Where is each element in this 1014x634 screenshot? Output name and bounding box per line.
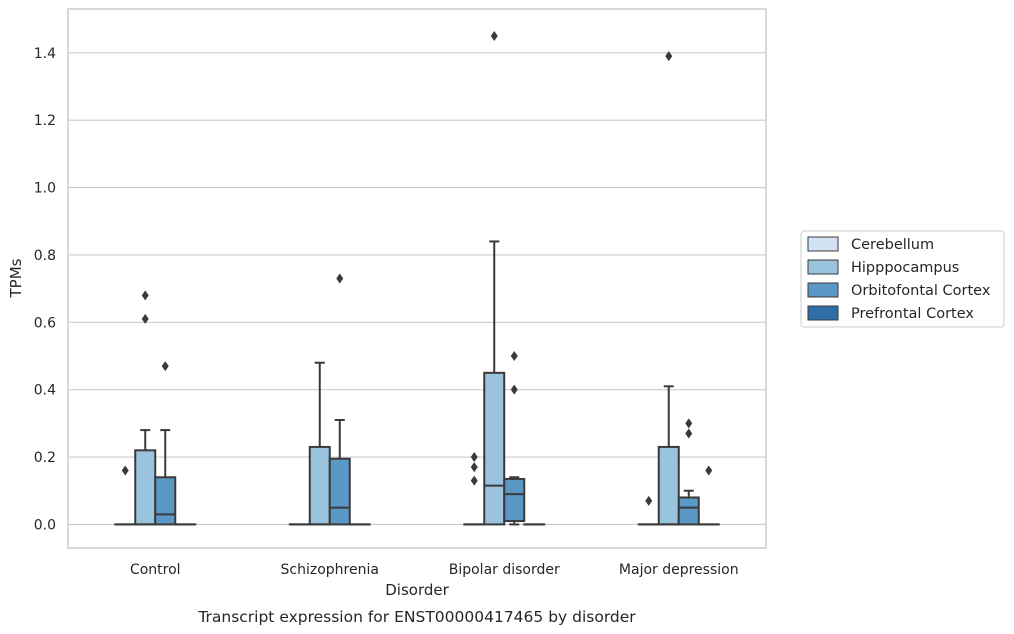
outlier-point [645, 495, 653, 506]
legend-label: Prefrontal Cortex [851, 306, 974, 322]
box-body [483, 371, 506, 526]
box-orbitofontal-cortex [677, 418, 700, 526]
outlier-point [161, 361, 169, 372]
box-hipppocampus [134, 290, 157, 526]
box-hipppocampus [308, 361, 331, 526]
legend-label: Cerebellum [851, 237, 934, 253]
y-tick-label: 0.6 [34, 315, 56, 331]
y-tick-label: 0.4 [34, 383, 56, 399]
legend-swatch [807, 236, 839, 252]
box-cerebellum [463, 452, 486, 526]
y-tick-label: 0.8 [34, 248, 56, 264]
box-body [328, 457, 351, 526]
x-tick-label: Schizophrenia [281, 562, 379, 578]
plot-background [68, 9, 766, 548]
outlier-point [510, 384, 518, 395]
legend-entry: Prefrontal Cortex [807, 305, 974, 322]
box-body [657, 445, 680, 526]
x-tick-label: Major depression [619, 562, 739, 578]
legend-entries: Cerebellum Hipppocampus Orbitofontal Corte… [807, 236, 991, 322]
box-series [114, 30, 720, 526]
outlier-point [470, 462, 478, 473]
box-body [503, 477, 526, 523]
box-body [134, 449, 157, 526]
legend-frame [800, 230, 1005, 328]
chart-caption: Transcript expression for ENST0000041746… [197, 608, 636, 626]
y-tick-label: 0.0 [34, 517, 56, 533]
legend-swatch [807, 259, 839, 275]
legend-entry: Cerebellum [807, 236, 934, 253]
plot-frame [67, 8, 767, 549]
outlier-point [470, 475, 478, 486]
outlier-point [141, 290, 149, 301]
x-tick-label: Control [130, 562, 181, 578]
box-orbitofontal-cortex [154, 361, 177, 526]
legend-label: Orbitofontal Cortex [851, 283, 991, 299]
outlier-point [141, 313, 149, 324]
box-hipppocampus [483, 30, 506, 526]
outlier-point [510, 350, 518, 361]
outlier-point [705, 465, 713, 476]
box-body [308, 445, 331, 526]
y-tick-labels: 0.0 0.2 0.4 0.6 0.8 1.0 1.2 1.4 [34, 46, 56, 534]
outlier-point [685, 428, 693, 439]
outlier-point [685, 418, 693, 429]
box-hipppocampus [657, 51, 680, 526]
legend-label: Hipppocampus [851, 260, 959, 276]
box-orbitofontal-cortex [328, 273, 351, 526]
y-axis-label: TPMs [7, 258, 25, 298]
legend-entry: Orbitofontal Cortex [807, 282, 991, 299]
outlier-point [121, 465, 129, 476]
legend-swatch [807, 305, 839, 321]
box-body [677, 496, 700, 526]
box-prefrontal-cortex [697, 465, 720, 526]
box-orbitofontal-cortex [503, 350, 526, 526]
legend-entry: Hipppocampus [807, 259, 959, 276]
outlier-point [490, 30, 498, 41]
y-tick-label: 0.2 [34, 450, 56, 466]
x-axis-label: Disorder [385, 581, 449, 599]
legend: Cerebellum Hipppocampus Orbitofontal Corte… [800, 230, 1005, 328]
outlier-point [336, 273, 344, 284]
outlier-point [470, 452, 478, 463]
y-tick-label: 1.0 [34, 181, 56, 197]
legend-swatch [807, 282, 839, 298]
x-tick-label: Bipolar disorder [449, 562, 560, 578]
outlier-point [665, 51, 673, 62]
x-tick-labels: Control Schizophrenia Bipolar disorder Majo… [130, 562, 739, 578]
box-body [154, 476, 177, 526]
y-tick-label: 1.4 [34, 46, 56, 62]
y-tick-label: 1.2 [34, 113, 56, 129]
